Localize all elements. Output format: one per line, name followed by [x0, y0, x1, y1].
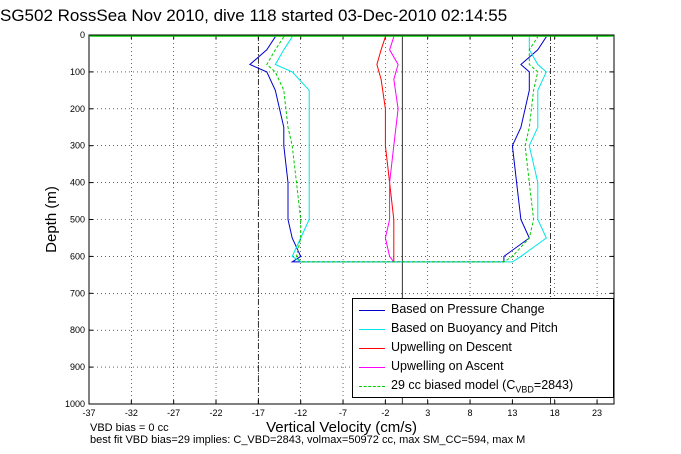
legend-swatch [359, 310, 385, 311]
x-tick-label: 23 [592, 408, 602, 418]
vbd-bias-note: VBD bias = 0 cc [90, 422, 169, 434]
legend-swatch [359, 386, 385, 387]
best-fit-note: best fit VBD bias=29 implies: C_VBD=2843… [90, 434, 526, 446]
series-line-3 [384, 36, 399, 263]
y-tick-label: 100 [70, 67, 85, 77]
legend-item: 29 cc biased model (CVBD=2843) [353, 377, 615, 396]
x-tick-label: -37 [82, 408, 95, 418]
y-tick-label: 900 [70, 362, 85, 372]
legend-item: Upwelling on Ascent [353, 358, 615, 377]
y-axis-label: Depth (m) [43, 186, 60, 253]
y-tick-label: 600 [70, 251, 85, 261]
legend-label: 29 cc biased model (CVBD=2843) [391, 378, 574, 395]
x-tick-label: -12 [294, 408, 307, 418]
x-tick-label: 13 [507, 408, 517, 418]
legend-item: Based on Buoyancy and Pitch [353, 320, 615, 339]
x-tick-label: -7 [339, 408, 347, 418]
series-line-0 [248, 36, 547, 263]
legend-item: Upwelling on Descent [353, 339, 615, 358]
chart-title: SG502 RossSea Nov 2010, dive 118 started… [0, 6, 508, 25]
legend-swatch [359, 367, 385, 368]
y-tick-label: 500 [70, 215, 85, 225]
y-tick-label: 200 [70, 104, 85, 114]
y-tick-label: 400 [70, 178, 85, 188]
legend-label: Based on Buoyancy and Pitch [391, 321, 558, 335]
legend-label: Upwelling on Descent [391, 340, 512, 354]
x-tick-label: -27 [167, 408, 180, 418]
y-tick-label: 800 [70, 325, 85, 335]
x-axis-label: Vertical Velocity (cm/s) [266, 419, 417, 436]
x-tick-label: -22 [210, 408, 223, 418]
x-tick-label: 3 [425, 408, 430, 418]
y-tick-label: 1000 [65, 399, 85, 409]
legend-swatch [359, 329, 385, 330]
legend-label: Based on Pressure Change [391, 302, 545, 316]
y-tick-label: 0 [80, 30, 85, 40]
y-tick-label: 700 [70, 288, 85, 298]
x-tick-label: -17 [252, 408, 265, 418]
y-tick-label: 300 [70, 141, 85, 151]
x-tick-label: -32 [125, 408, 138, 418]
legend-swatch [359, 348, 385, 349]
x-tick-label: 18 [550, 408, 560, 418]
legend-item: Based on Pressure Change [353, 301, 615, 320]
series-line-2 [376, 36, 395, 262]
series-line-4 [266, 36, 539, 263]
x-tick-label: 8 [468, 408, 473, 418]
x-tick-label: -2 [381, 408, 389, 418]
legend-label: Upwelling on Ascent [391, 359, 504, 373]
series-line-1 [274, 36, 547, 263]
chart-legend: Based on Pressure Change Based on Buoyan… [352, 298, 614, 398]
